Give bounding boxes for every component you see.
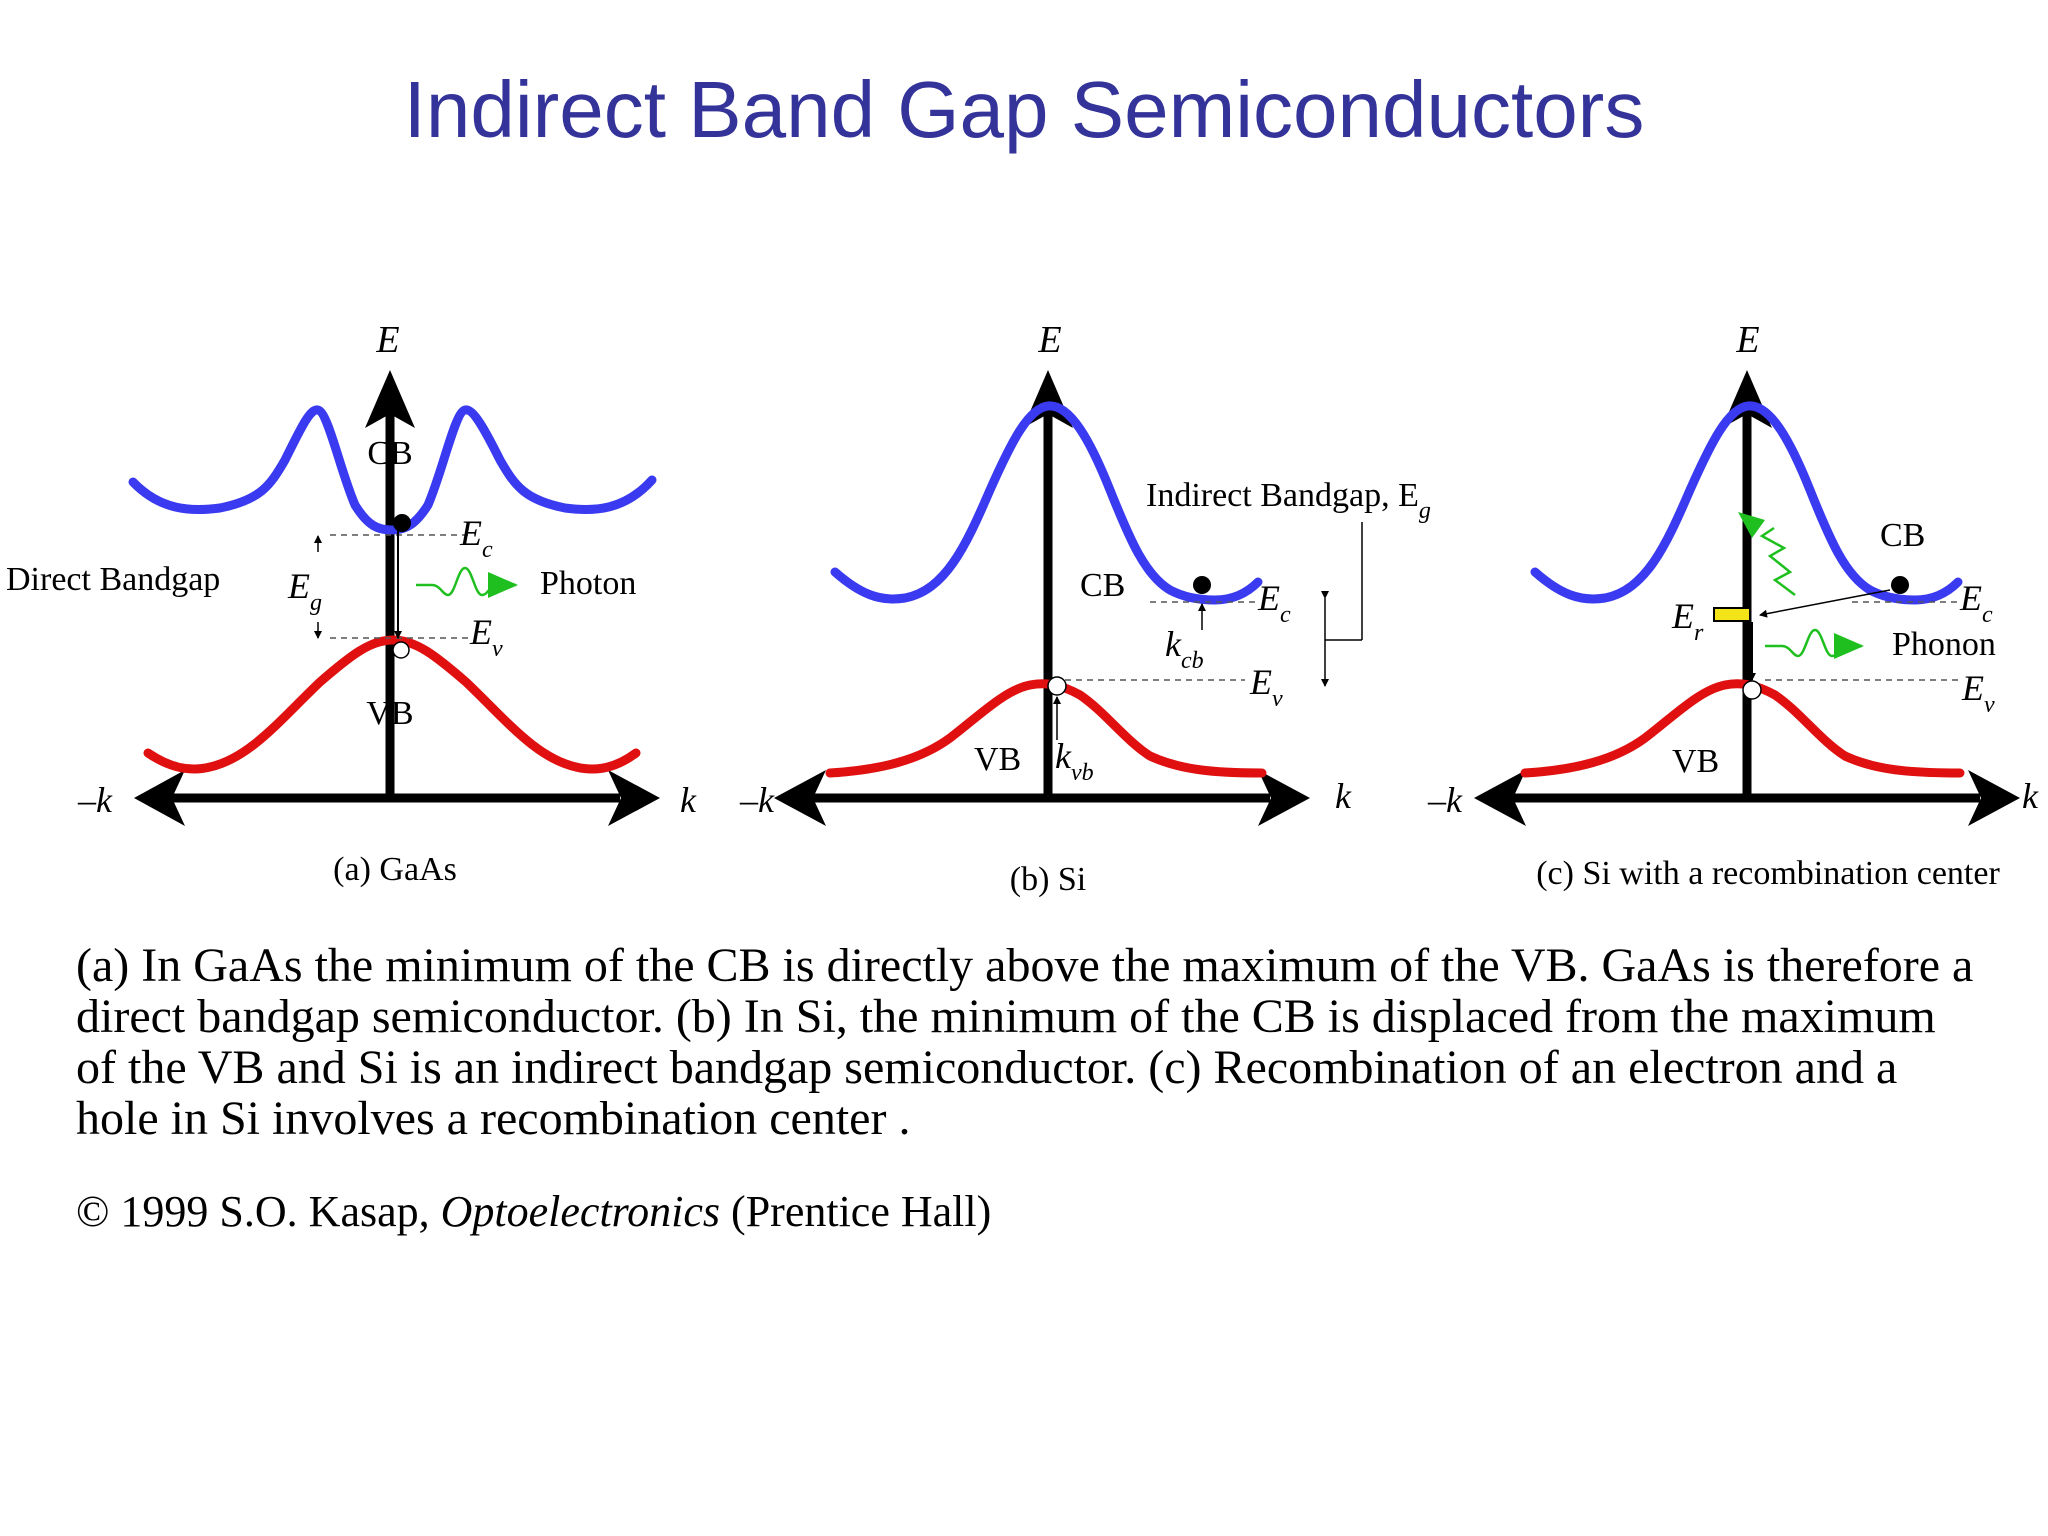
panel-c-phonon-label: Phonon bbox=[1892, 626, 1996, 663]
panel-b-electron bbox=[1193, 576, 1211, 594]
panel-a-eg-label: Eg bbox=[287, 566, 322, 616]
panel-a-gaas: E CB VB –k k Direct Bandgap Photon Eg Ec… bbox=[6, 319, 697, 888]
panel-a-conduction-band-curve bbox=[128, 405, 657, 535]
panel-a-energy-axis-label: E bbox=[375, 319, 399, 361]
panel-b-pos-k-label: k bbox=[1335, 776, 1352, 816]
copyright-suffix: (Prentice Hall) bbox=[720, 1187, 992, 1236]
panel-b-ev-label: Ev bbox=[1249, 662, 1283, 712]
panel-a-k-axis-left-arrowhead bbox=[134, 770, 185, 826]
panel-a-ev-label: Ev bbox=[469, 612, 503, 662]
panel-c-ec-label: Ec bbox=[1959, 578, 1993, 628]
panel-c-phonon-lower-wave bbox=[1765, 628, 1864, 659]
panel-c-neg-k-label: –k bbox=[1427, 780, 1463, 820]
panel-b-caption: (b) Si bbox=[1010, 861, 1087, 898]
panel-c-energy-axis-label: E bbox=[1735, 319, 1759, 361]
panel-b-indirect-bandgap-label: Indirect Bandgap, Eg bbox=[1146, 477, 1431, 524]
panel-a-vb-label: VB bbox=[366, 695, 413, 732]
panel-b-kcb-label: kcb bbox=[1165, 624, 1204, 674]
panel-b-vb-label: VB bbox=[974, 741, 1021, 778]
panel-b-conduction-band-curve bbox=[830, 401, 1263, 605]
panel-b-hole bbox=[1047, 676, 1067, 696]
panel-b-ec-label: Ec bbox=[1257, 578, 1291, 628]
panel-b-k-axis-right-arrowhead bbox=[1258, 770, 1310, 826]
panel-a-photon-wave bbox=[416, 566, 518, 598]
panel-a-photon-label: Photon bbox=[540, 565, 636, 602]
panel-c-phonon-upper-arrowhead bbox=[1738, 512, 1765, 538]
panel-c-k-axis-left-arrowhead bbox=[1474, 770, 1526, 826]
panel-c-cb-label: CB bbox=[1880, 517, 1925, 554]
slide-title: Indirect Band Gap Semiconductors bbox=[403, 65, 1645, 154]
panel-c-er-label: Er bbox=[1671, 596, 1704, 646]
copyright-book-title: Optoelectronics bbox=[440, 1187, 721, 1236]
panel-b-kvb-label: kvb bbox=[1055, 736, 1094, 786]
panel-a-neg-k-label: –k bbox=[77, 780, 113, 820]
panel-c-hole bbox=[1742, 680, 1762, 700]
panel-a-caption: (a) GaAs bbox=[333, 851, 457, 888]
panel-a-valence-band-curve bbox=[143, 635, 641, 774]
copyright-line: © 1999 S.O. Kasap, Optoelectronics (Pren… bbox=[76, 1186, 991, 1237]
panel-a-energy-axis-arrowhead bbox=[365, 370, 415, 428]
panel-b-energy-axis-label: E bbox=[1037, 319, 1061, 361]
panel-c-si-recombination-center: E CB VB –k k Phonon Er Ec Ev (c) Si with… bbox=[1427, 319, 2039, 892]
panel-c-phonon-upper-wave bbox=[1759, 526, 1796, 596]
panel-a-hole bbox=[392, 641, 410, 659]
panel-a-cb-label: CB bbox=[367, 435, 412, 472]
panel-b-neg-k-label: –k bbox=[739, 780, 775, 820]
panel-b-k-axis-left-arrowhead bbox=[774, 770, 826, 826]
panel-b-si: E CB VB –k k Indirect Bandgap, Eg Ec Ev … bbox=[739, 319, 1431, 898]
panel-b-cb-label: CB bbox=[1080, 567, 1125, 604]
panel-c-vb-label: VB bbox=[1672, 743, 1719, 780]
panel-a-k-axis-right-arrowhead bbox=[608, 770, 660, 826]
panel-c-caption: (c) Si with a recombination center bbox=[1536, 855, 2000, 892]
panel-c-k-axis-right-arrowhead bbox=[1968, 770, 2020, 826]
figure-description: (a) In GaAs the minimum of the CB is dir… bbox=[76, 939, 1974, 1145]
panel-c-conduction-band-curve bbox=[1530, 401, 1963, 605]
panel-c-recombination-center bbox=[1713, 607, 1751, 622]
copyright-prefix: © 1999 S.O. Kasap, bbox=[76, 1187, 441, 1236]
panel-a-electron bbox=[393, 514, 411, 532]
panel-c-capture-arrow bbox=[1759, 589, 1891, 618]
panel-a-ec-label: Ec bbox=[459, 513, 493, 563]
panel-a-direct-bandgap-label: Direct Bandgap bbox=[6, 561, 220, 598]
panel-c-ev-label: Ev bbox=[1961, 668, 1995, 718]
panel-c-electron bbox=[1891, 576, 1909, 594]
panel-a-pos-k-label: k bbox=[680, 780, 697, 820]
panel-c-pos-k-label: k bbox=[2022, 776, 2039, 816]
